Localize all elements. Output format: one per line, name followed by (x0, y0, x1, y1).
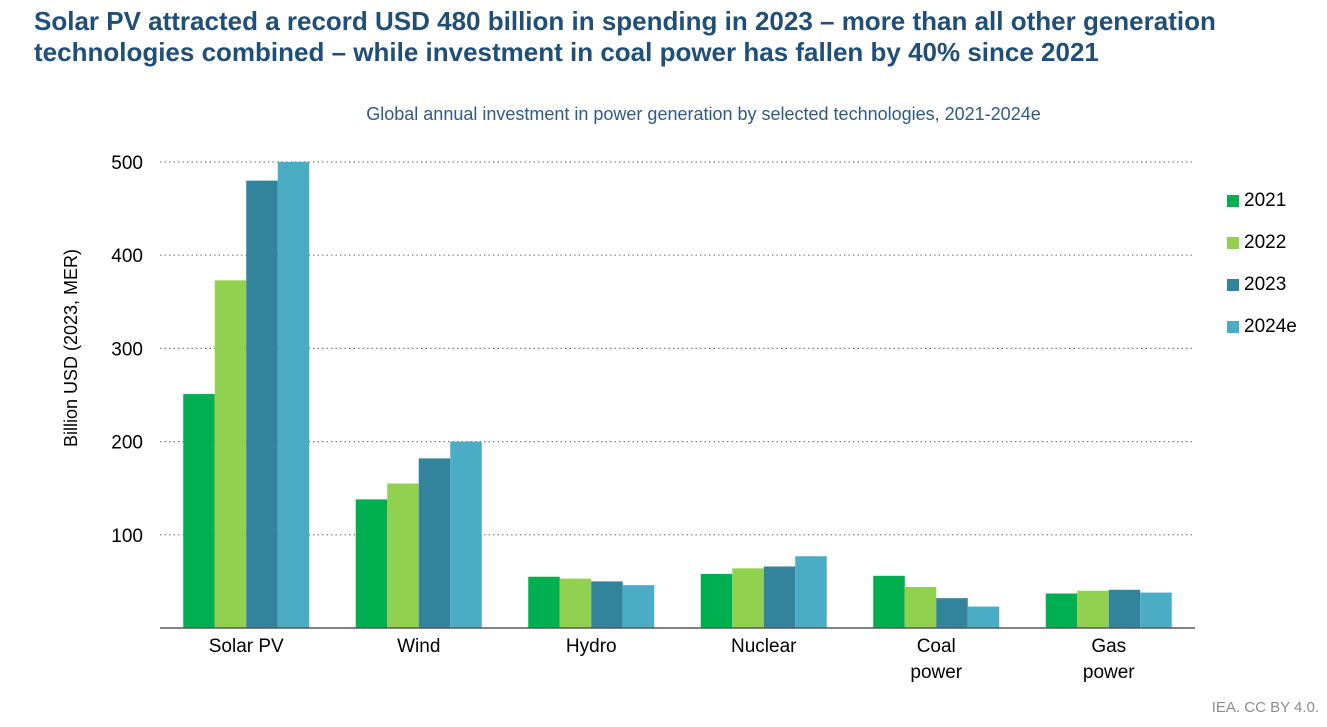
y-tick-label: 100 (111, 526, 143, 547)
legend-label: 2023 (1244, 274, 1287, 295)
legend-item-2022: 2022 (1227, 222, 1297, 264)
bar-2024e-coal-power (967, 606, 1000, 628)
bar-2024e-solar-pv (277, 162, 310, 628)
bar-2023-coal-power (936, 598, 968, 628)
headline: Solar PV attracted a record USD 480 bill… (34, 6, 1216, 67)
y-tick-label: 500 (111, 153, 143, 174)
legend-item-2023: 2023 (1227, 264, 1297, 306)
bar-2022-coal-power (904, 586, 937, 628)
bar-2024e-nuclear (795, 556, 827, 628)
gridlines (160, 161, 1195, 536)
bar-2023-solar-pv (246, 180, 278, 628)
bar-2023-wind (418, 458, 451, 628)
bar-2022-solar-pv (214, 280, 247, 628)
bar-2022-gas-power (1077, 590, 1109, 628)
bar-2021-gas-power (1045, 593, 1078, 628)
bars (183, 162, 1172, 628)
bar-2023-gas-power (1108, 589, 1141, 628)
legend: 2021 2022 2023 2024e (1227, 180, 1297, 348)
bar-2021-nuclear (700, 573, 733, 628)
y-tick-label: 300 (111, 339, 143, 360)
legend-label: 2022 (1244, 232, 1287, 253)
chart-title-text: Global annual investment in power genera… (366, 104, 1041, 124)
y-tick-label: 400 (111, 246, 143, 267)
credit: IEA. CC BY 4.0. (1211, 699, 1319, 716)
x-tick-label: power (910, 662, 962, 683)
legend-label: 2024e (1244, 316, 1297, 337)
bar-2021-wind (355, 499, 388, 628)
bar-2024e-wind (450, 441, 482, 628)
y-axis-label: Billion USD (2023, MER) (61, 249, 81, 447)
x-tick-label: Hydro (566, 636, 617, 657)
x-tick-label: power (1083, 662, 1135, 683)
x-tick-label: Solar PV (209, 636, 284, 657)
x-tick-label: Gas (1091, 636, 1126, 657)
bar-2023-nuclear (763, 566, 796, 628)
bar-2023-hydro (591, 581, 623, 628)
legend-swatch (1227, 321, 1239, 333)
bar-2021-hydro (528, 576, 560, 628)
x-tick-label: Wind (397, 636, 440, 657)
bar-2022-hydro (559, 578, 592, 628)
y-tick-label: 200 (111, 433, 143, 454)
legend-item-2021: 2021 (1227, 180, 1297, 222)
bar-2021-coal-power (873, 575, 905, 628)
bar-2022-wind (387, 483, 419, 628)
bar-2021-solar-pv (183, 394, 215, 628)
bar-2022-nuclear (732, 568, 764, 628)
legend-item-2024e: 2024e (1227, 306, 1297, 348)
bar-2024e-hydro (622, 585, 655, 628)
x-tick-label: Coal (917, 636, 956, 657)
legend-label: 2021 (1244, 190, 1287, 211)
bar-2024e-gas-power (1140, 592, 1172, 628)
legend-swatch (1227, 237, 1239, 249)
legend-swatch (1227, 279, 1239, 291)
x-tick-label: Nuclear (731, 636, 797, 657)
legend-swatch (1227, 195, 1239, 207)
axes: 100 200 300 400 500 Solar PV Wind Hydro Nuclear C… (111, 153, 1195, 683)
chart-title: Global annual investment in power genera… (0, 104, 1327, 125)
